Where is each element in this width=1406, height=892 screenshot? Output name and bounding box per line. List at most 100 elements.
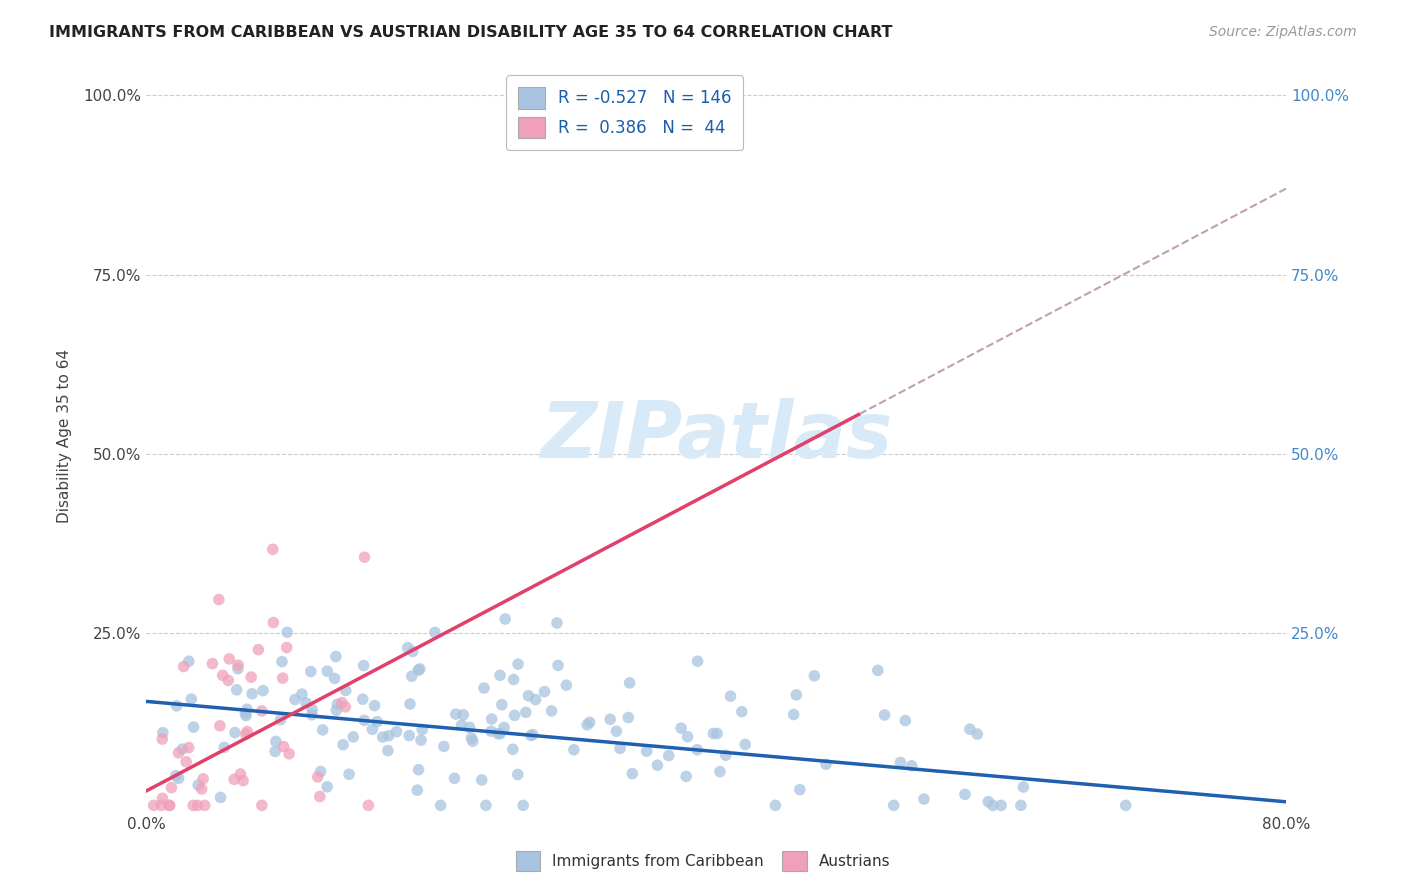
Point [337,767,360,781]
Point [235,727,257,741]
Point [271,671,294,685]
Point [686,742,709,756]
Point [309,764,332,779]
Point [503,708,526,723]
Point [450,718,472,732]
Point [311,723,333,737]
Point [366,714,388,729]
Point [240,687,263,701]
Point [599,712,621,726]
Point [889,756,911,770]
Point [578,715,600,730]
Point [377,729,399,743]
Point [152,725,174,739]
Y-axis label: Disability Age 35 to 64: Disability Age 35 to 64 [58,349,72,523]
Point [167,772,190,786]
Point [401,669,423,683]
Point [177,654,200,668]
Point [217,673,239,688]
Point [494,721,516,735]
Point [353,714,375,728]
Point [276,640,298,655]
Point [475,798,498,813]
Point [361,723,384,737]
Point [714,748,737,763]
Point [720,689,742,703]
Text: ZIPatlas: ZIPatlas [540,398,893,474]
Point [301,707,323,722]
Point [702,726,724,740]
Point [224,772,246,787]
Point [264,734,287,748]
Point [458,721,481,735]
Point [325,703,347,717]
Point [555,678,578,692]
Point [307,770,329,784]
Point [406,663,429,677]
Point [408,763,430,777]
Point [284,692,307,706]
Point [398,729,420,743]
Point [187,798,209,813]
Point [191,772,214,786]
Point [385,724,408,739]
Point [547,658,569,673]
Point [330,696,353,710]
Point [218,652,240,666]
Point [323,672,346,686]
Point [262,542,284,557]
Point [332,738,354,752]
Point [252,683,274,698]
Point [494,612,516,626]
Point [605,724,627,739]
Point [489,668,512,682]
Point [533,684,555,698]
Point [959,722,981,736]
Point [194,798,217,813]
Point [316,664,339,678]
Point [335,699,357,714]
Point [301,702,323,716]
Point [409,662,432,676]
Point [520,728,543,742]
Point [264,744,287,758]
Point [165,769,187,783]
Point [481,712,503,726]
Point [214,740,236,755]
Point [250,704,273,718]
Point [1010,798,1032,813]
Point [353,658,375,673]
Point [782,707,804,722]
Point [180,692,202,706]
Point [209,790,232,805]
Point [524,692,547,706]
Point [160,780,183,795]
Point [278,747,301,761]
Point [669,721,692,735]
Point [291,687,314,701]
Text: IMMIGRANTS FROM CARIBBEAN VS AUSTRIAN DISABILITY AGE 35 TO 64 CORRELATION CHART: IMMIGRANTS FROM CARIBBEAN VS AUSTRIAN DI… [49,25,893,40]
Point [815,757,838,772]
Point [609,741,631,756]
Point [377,743,399,757]
Point [316,780,339,794]
Point [444,707,467,722]
Point [803,669,825,683]
Point [402,644,425,658]
Point [406,783,429,797]
Point [271,655,294,669]
Point [763,798,786,813]
Point [363,698,385,713]
Point [675,769,697,783]
Point [225,682,247,697]
Text: Source: ZipAtlas.com: Source: ZipAtlas.com [1209,25,1357,39]
Point [966,727,988,741]
Point [883,798,905,813]
Point [686,654,709,668]
Point [342,730,364,744]
Point [409,733,432,747]
Point [224,725,246,739]
Point [167,746,190,760]
Point [460,731,482,745]
Point [576,718,599,732]
